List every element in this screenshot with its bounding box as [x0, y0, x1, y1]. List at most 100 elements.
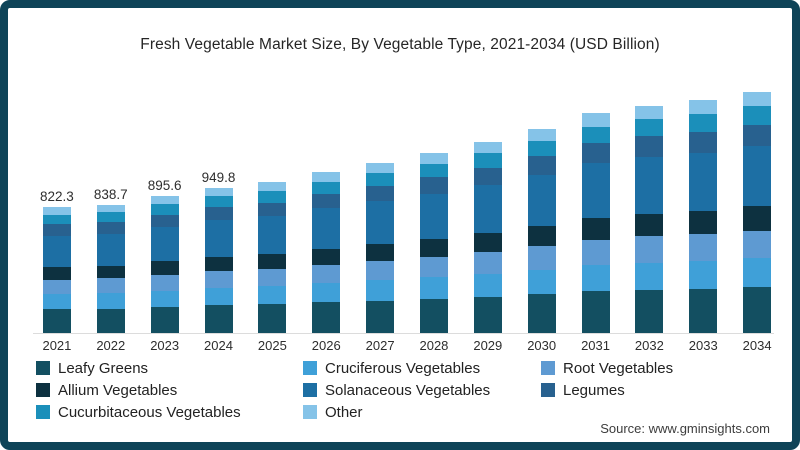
segment-solanaceous-vegetables-2021 [42, 235, 71, 267]
segment-other-2032 [635, 105, 664, 120]
segment-leafy-greens-2023 [150, 306, 179, 333]
x-tick-2023: 2023 [150, 338, 180, 353]
segment-root-vegetables-2031 [581, 239, 610, 265]
bar-2026 [312, 172, 341, 333]
segment-cruciferous-vegetables-2026 [312, 283, 341, 303]
bar-2023 [150, 196, 179, 333]
segment-allium-vegetables-2032 [635, 213, 664, 237]
segment-other-2030 [527, 128, 556, 141]
segment-legumes-2029 [473, 167, 502, 185]
bar-slot-2022: 838.7 [84, 88, 138, 333]
segment-cruciferous-vegetables-2029 [473, 273, 502, 297]
segment-legumes-2033 [689, 131, 718, 153]
bar-slot-2028 [407, 88, 461, 333]
legend-swatch-solanaceous-vegetables [303, 383, 317, 397]
legend-item-legumes: Legumes [541, 382, 776, 399]
x-tick-2028: 2028 [419, 338, 449, 353]
bar-slot-2027 [353, 88, 407, 333]
bar-slot-2034 [730, 88, 784, 333]
segment-other-2028 [419, 153, 448, 164]
segment-root-vegetables-2024 [204, 271, 233, 288]
x-tick-2027: 2027 [365, 338, 395, 353]
plot-area: 822.3 838.7 895.6 949.8 [30, 88, 784, 333]
bar-slot-2025 [245, 88, 299, 333]
x-tick-2034: 2034 [742, 338, 772, 353]
legend-swatch-cucurbitaceous-vegetables [36, 405, 50, 419]
legend-label-cruciferous-vegetables: Cruciferous Vegetables [325, 359, 481, 377]
segment-leafy-greens-2025 [258, 304, 287, 333]
segment-cucurbitaceous-vegetables-2034 [743, 106, 772, 125]
segment-root-vegetables-2025 [258, 268, 287, 287]
segment-cucurbitaceous-vegetables-2029 [473, 153, 502, 168]
segment-legumes-2032 [635, 136, 664, 157]
segment-root-vegetables-2034 [743, 230, 772, 259]
segment-solanaceous-vegetables-2026 [312, 208, 341, 249]
segment-cucurbitaceous-vegetables-2024 [204, 196, 233, 208]
source-link[interactable]: Source: www.gminsights.com [600, 421, 770, 436]
segment-solanaceous-vegetables-2032 [635, 156, 664, 214]
bar-2024 [204, 187, 233, 333]
segment-cruciferous-vegetables-2024 [204, 287, 233, 306]
legend-swatch-leafy-greens [36, 361, 50, 375]
legend-item-allium-vegetables: Allium Vegetables [36, 382, 303, 399]
segment-cruciferous-vegetables-2030 [527, 269, 556, 295]
segment-legumes-2021 [42, 224, 71, 236]
bar-2031 [581, 113, 610, 333]
segment-legumes-2034 [743, 124, 772, 147]
segment-other-2033 [689, 100, 718, 115]
legend-label-other: Other [325, 403, 363, 421]
segment-cucurbitaceous-vegetables-2030 [527, 140, 556, 157]
legend-label-root-vegetables: Root Vegetables [563, 359, 674, 377]
segment-leafy-greens-2026 [312, 302, 341, 333]
segment-root-vegetables-2029 [473, 251, 502, 274]
segment-cruciferous-vegetables-2023 [150, 290, 179, 307]
legend-label-solanaceous-vegetables: Solanaceous Vegetables [325, 381, 491, 399]
x-tick-2033: 2033 [688, 338, 718, 353]
segment-cucurbitaceous-vegetables-2025 [258, 191, 287, 203]
bar-slot-2033 [676, 88, 730, 333]
segment-allium-vegetables-2022 [96, 265, 125, 279]
bar-2025 [258, 182, 287, 333]
bar-total-label-2022: 838.7 [93, 186, 128, 202]
legend-swatch-other [303, 405, 317, 419]
bar-2028 [419, 153, 448, 333]
x-axis-ticks: 2021 2022 2023 2024 2025 2026 2027 2028 2029 2030… [30, 338, 784, 353]
segment-cruciferous-vegetables-2033 [689, 260, 718, 289]
segment-legumes-2025 [258, 202, 287, 217]
bar-slot-2032 [622, 88, 676, 333]
legend-swatch-allium-vegetables [36, 383, 50, 397]
segment-cucurbitaceous-vegetables-2033 [689, 114, 718, 132]
x-tick-2025: 2025 [257, 338, 287, 353]
bar-total-label-2021: 822.3 [40, 189, 74, 205]
segment-solanaceous-vegetables-2027 [366, 201, 395, 244]
segment-root-vegetables-2032 [635, 236, 664, 263]
segment-allium-vegetables-2030 [527, 225, 556, 247]
segment-allium-vegetables-2026 [312, 248, 341, 265]
bar-2034 [743, 92, 772, 333]
segment-allium-vegetables-2033 [689, 210, 718, 235]
segment-other-2023 [150, 196, 179, 205]
segment-allium-vegetables-2031 [581, 217, 610, 240]
segment-leafy-greens-2027 [366, 300, 395, 333]
segment-cucurbitaceous-vegetables-2032 [635, 119, 664, 137]
bar-2033 [689, 100, 718, 333]
segment-root-vegetables-2030 [527, 246, 556, 270]
segment-root-vegetables-2022 [96, 278, 125, 294]
segment-allium-vegetables-2027 [366, 243, 395, 261]
segment-legumes-2027 [366, 186, 395, 202]
bar-2021 [42, 207, 71, 333]
segment-solanaceous-vegetables-2023 [150, 226, 179, 262]
legend-item-cruciferous-vegetables: Cruciferous Vegetables [303, 360, 541, 377]
bar-slot-2031 [569, 88, 623, 333]
segment-legumes-2031 [581, 143, 610, 163]
bar-2029 [473, 141, 502, 333]
segment-allium-vegetables-2024 [204, 256, 233, 272]
bar-2030 [527, 128, 556, 333]
segment-solanaceous-vegetables-2022 [96, 233, 125, 266]
bar-slot-2021: 822.3 [30, 88, 84, 333]
segment-root-vegetables-2023 [150, 274, 179, 291]
segment-legumes-2023 [150, 214, 179, 227]
segment-leafy-greens-2021 [42, 309, 71, 333]
segment-root-vegetables-2026 [312, 264, 341, 284]
segment-leafy-greens-2031 [581, 291, 610, 333]
